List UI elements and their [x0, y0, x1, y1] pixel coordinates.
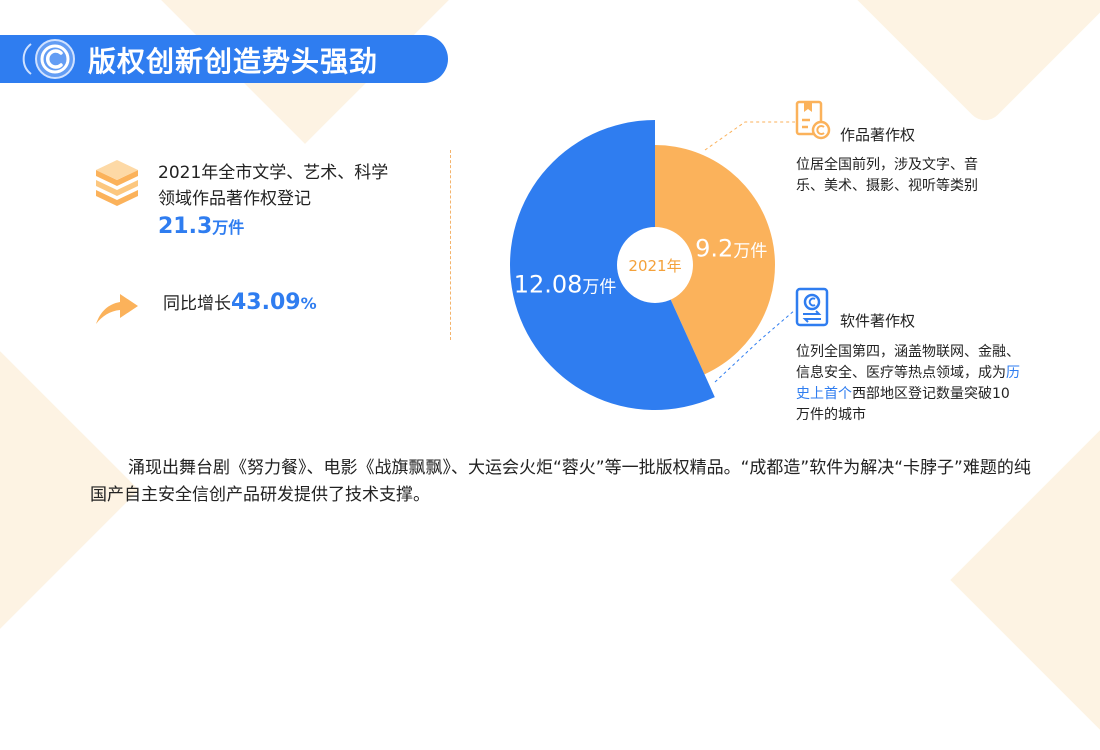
summary-paragraph: 涌现出舞台剧《努力餐》、电影《战旗飘飘》、大运会火炬“蓉火”等一批版权精品。“成… [90, 455, 1040, 509]
pie-data-label: 12.08万件 [514, 270, 617, 298]
growth-unit: % [300, 294, 317, 313]
registration-description: 2021年全市文学、艺术、科学领域作品著作权登记 [158, 163, 389, 209]
registration-number: 21.3 [158, 214, 213, 239]
divider [450, 150, 451, 340]
software-copyright-icon [795, 287, 829, 327]
works-copyright-title: 作品著作权 [840, 126, 916, 144]
software-copyright-description: 位列全国第四，涵盖物联网、金融、信息安全、医疗等热点领域，成为历史上首个西部地区… [796, 342, 1021, 426]
arrow-up-icon [96, 294, 138, 324]
pie-slice [509, 120, 715, 410]
pie-data-label: 9.2万件 [695, 235, 767, 263]
software-description-text-end: 西部地区登记数量突破10万件的城市 [796, 386, 1010, 423]
pie-center-hole [617, 227, 693, 303]
page-title: 版权创新创造势头强劲 [88, 45, 379, 78]
software-copyright-title: 软件著作权 [840, 312, 916, 330]
growth-label: 同比增长 [163, 294, 231, 314]
growth-rate: 同比增长43.09% [163, 289, 317, 315]
registration-value: 21.3万件 [158, 214, 244, 239]
pie-center-label: 2021年 [628, 257, 681, 275]
copyright-pie-chart: 9.2万件 12.08万件 2021年 [509, 120, 775, 410]
software-description-text: 位列全国第四，涵盖物联网、金融、信息安全、医疗等热点领域，成为 [796, 344, 1020, 381]
document-copyright-icon [795, 100, 831, 140]
growth-value: 43.09 [231, 290, 301, 315]
books-icon [96, 160, 138, 206]
background-decoration [822, 0, 1100, 128]
copyright-icon [22, 39, 75, 79]
summary-text: 涌现出舞台剧《努力餐》、电影《战旗飘飘》、大运会火炬“蓉火”等一批版权精品。“成… [90, 458, 1031, 505]
registration-unit: 万件 [212, 218, 245, 237]
software-description-highlight: 历史上首个 [796, 365, 1020, 402]
works-copyright-description: 位居全国前列，涉及文字、音乐、美术、摄影、视听等类别 [796, 157, 978, 194]
